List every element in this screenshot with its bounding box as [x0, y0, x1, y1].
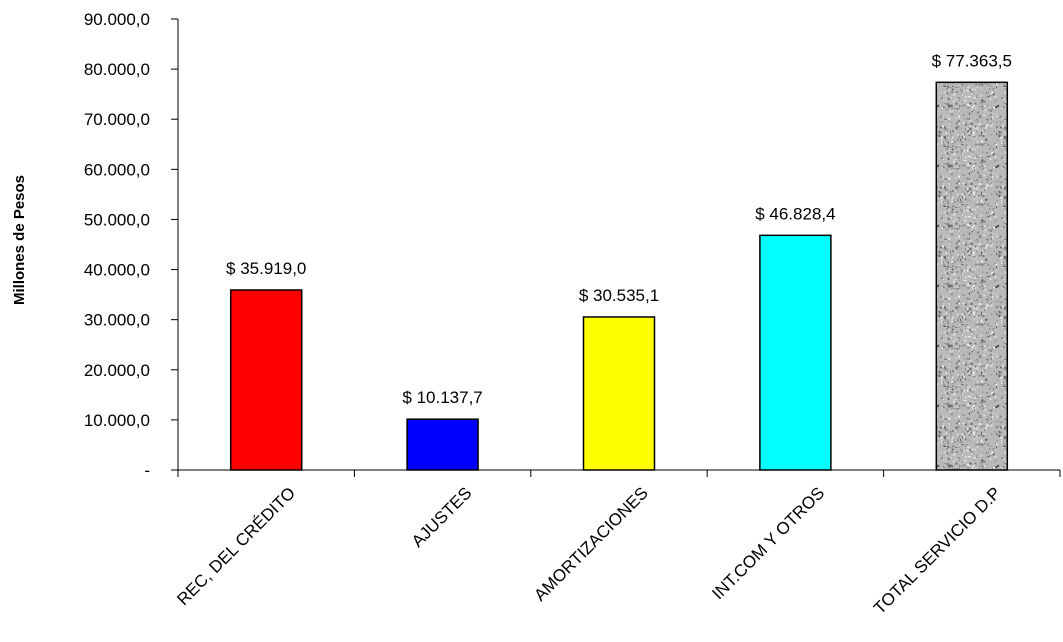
data-label: $ 35.919,0 [226, 259, 306, 278]
y-tick-label: 20.000,0 [84, 361, 150, 380]
x-tick-label: REC, DEL CRÉDITO [173, 483, 299, 609]
y-tick-label: 70.000,0 [84, 110, 150, 129]
data-label: $ 77.363,5 [932, 51, 1012, 70]
x-axis: REC, DEL CRÉDITO AJUSTES AMORTIZACIONES INT… [173, 469, 1061, 618]
y-tick-label: 90.000,0 [84, 10, 150, 29]
data-labels-group: $ 35.919,0 $ 10.137,7 $ 30.535,1 $ 46.828,4… [226, 51, 1012, 407]
x-tick-label: AJUSTES [408, 483, 476, 551]
bars-group [229, 81, 1009, 471]
bar-3 [582, 316, 656, 471]
y-tick-label: - [144, 461, 150, 480]
x-tick-label: TOTAL SERVICIO D.P [870, 483, 1005, 618]
bar-1 [229, 289, 303, 471]
y-tick-label: 10.000,0 [84, 411, 150, 430]
y-axis: - 10.000,0 20.000,0 30.000,0 40.000,0 50.000,… [84, 10, 179, 480]
x-tick-label: AMORTIZACIONES [530, 483, 651, 604]
y-tick-label: 60.000,0 [84, 160, 150, 179]
data-label: $ 46.828,4 [755, 204, 835, 223]
y-tick-label: 50.000,0 [84, 210, 150, 229]
bar-4 [759, 234, 832, 471]
y-tick-label: 80.000,0 [84, 60, 150, 79]
y-tick-label: 30.000,0 [84, 311, 150, 330]
y-tick-label: 40.000,0 [84, 261, 150, 280]
data-label: $ 10.137,7 [402, 388, 482, 407]
x-tick-label: INT.COM Y OTROS [708, 483, 828, 603]
y-axis-label: Millones de Pesos [11, 175, 28, 305]
bar-5 [935, 81, 1009, 471]
data-label: $ 30.535,1 [579, 286, 659, 305]
bar-2 [406, 418, 479, 471]
